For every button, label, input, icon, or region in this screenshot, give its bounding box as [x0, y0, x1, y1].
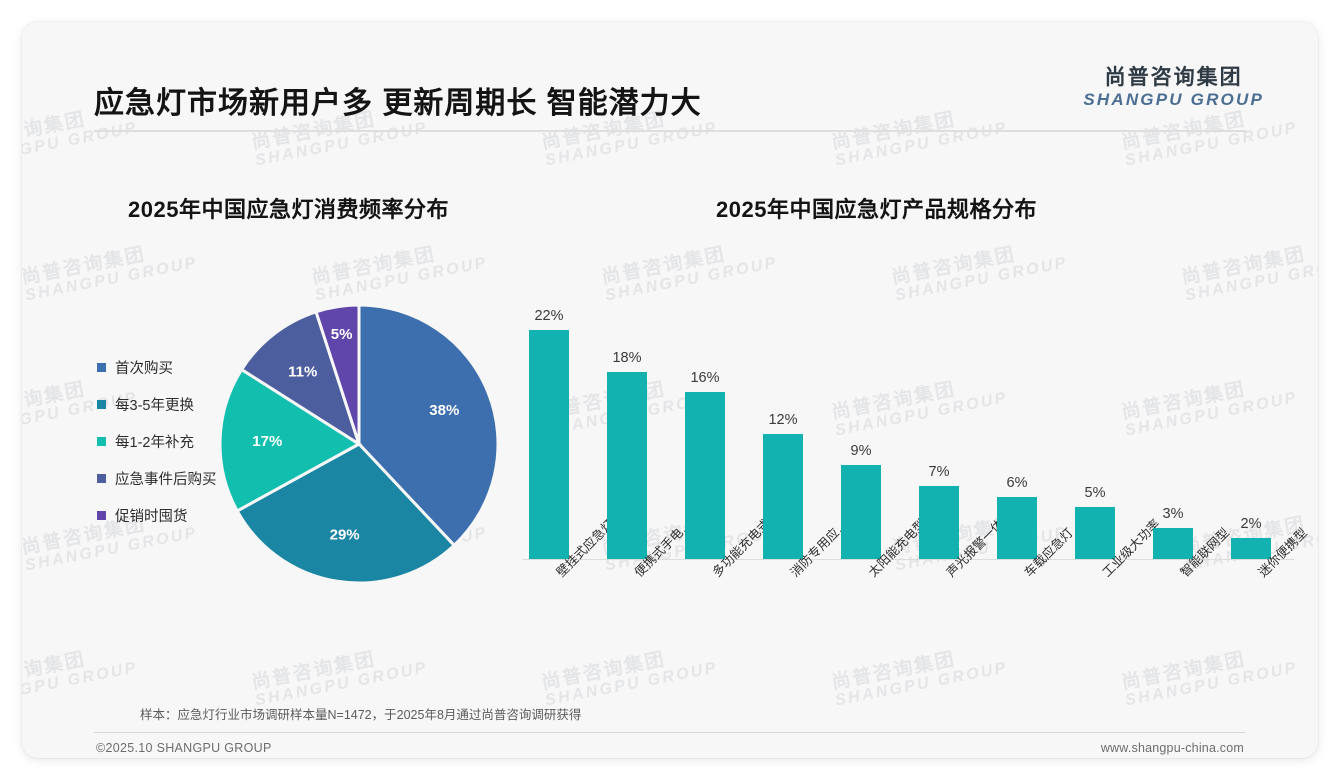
legend-color-swatch-icon: [97, 474, 106, 483]
page-title: 应急灯市场新用户多 更新周期长 智能潜力大: [94, 87, 702, 120]
brand-logo: 尚普咨询集团 SHANGPU GROUP: [1083, 66, 1264, 111]
pie-legend-item[interactable]: 首次购买: [97, 349, 272, 386]
legend-color-swatch-icon: [97, 400, 106, 409]
pie-slice[interactable]: [218, 367, 362, 514]
bar-value-label: 9%: [850, 443, 872, 460]
bar-rect[interactable]: [1231, 538, 1271, 559]
pie-legend-label: 每1-2年补充: [115, 435, 194, 451]
bar-column[interactable]: 22%: [529, 308, 569, 559]
pie-slice-value-label: 11%: [288, 364, 317, 381]
bar-value-label: 22%: [534, 307, 564, 324]
bar-rect[interactable]: [919, 486, 959, 559]
bar-value-label: 7%: [928, 464, 950, 481]
footer-copyright: ©2025.10 SHANGPU GROUP: [96, 741, 272, 755]
pie-legend: 首次购买每3-5年更换 每1-2年补充应急事件后购买 促销时囤货: [97, 349, 272, 534]
pie-legend-item[interactable]: 每1-2年补充: [97, 423, 272, 460]
footer-website: www.shangpu-china.com: [1100, 741, 1244, 755]
pie-chart-svg: 38% 29% 17% 11% 5%: [218, 303, 500, 585]
bar-column[interactable]: 16%: [685, 370, 725, 559]
bar-chart-title: 2025年中国应急灯产品规格分布: [716, 197, 1037, 222]
legend-color-swatch-icon: [97, 437, 106, 446]
pie-slice[interactable]: [235, 442, 457, 585]
bar-column[interactable]: 3%: [1153, 506, 1193, 559]
bar-value-label: 5%: [1084, 484, 1106, 501]
slide-header: 应急灯市场新用户多 更新周期长 智能潜力大 尚普咨询集团 SHANGPU GRO…: [22, 22, 1318, 134]
bar-chart: 22% 壁挂式应急灯 18% 便携式手电… 16% 多功能充电式 12% 消防专用应… 9% 太阳…: [502, 272, 1310, 672]
pie-slice[interactable]: [357, 303, 500, 548]
bar-column[interactable]: 12%: [763, 412, 803, 559]
bar-rect[interactable]: [607, 371, 647, 559]
pie-legend-item[interactable]: 促销时囤货: [97, 497, 272, 534]
bar-rect[interactable]: [841, 465, 881, 559]
pie-slice-value-label: 17%: [252, 433, 282, 450]
sample-note: 样本：应急灯行业市场调研样本量N=1472，于2025年8月通过尚普咨询调研获得: [140, 708, 582, 722]
logo-english-text: SHANGPU GROUP: [1083, 90, 1264, 110]
bar-column[interactable]: 7%: [919, 464, 959, 559]
pie-slice-value-label: 29%: [330, 527, 360, 544]
logo-chinese-text: 尚普咨询集团: [1104, 66, 1243, 89]
bar-column[interactable]: 18%: [607, 350, 647, 559]
bar-column[interactable]: 2%: [1231, 516, 1271, 559]
pie-chart: 首次购买每3-5年更换 每1-2年补充应急事件后购买 促销时囤货 38% 29% 17%…: [62, 287, 522, 617]
bar-rect[interactable]: [529, 329, 569, 559]
bar-value-label: 3%: [1162, 505, 1184, 522]
pie-slice-value-label: 5%: [331, 326, 353, 343]
bar-rect[interactable]: [685, 392, 725, 559]
pie-legend-label: 每3-5年更换: [115, 398, 194, 414]
bar-chart-axis-line: [522, 559, 1294, 560]
legend-color-swatch-icon: [97, 511, 106, 520]
pie-chart-title: 2025年中国应急灯消费频率分布: [128, 197, 449, 222]
pie-slice[interactable]: [314, 303, 361, 445]
footer-divider: [94, 732, 1246, 733]
bar-rect[interactable]: [1153, 527, 1193, 559]
pie-legend-label: 促销时囤货: [115, 509, 188, 525]
bar-value-label: 18%: [612, 349, 642, 366]
bar-column[interactable]: 6%: [997, 475, 1037, 559]
bar-rect[interactable]: [1075, 506, 1115, 559]
bar-column[interactable]: 5%: [1075, 485, 1115, 559]
pie-slice[interactable]: [239, 309, 362, 448]
pie-legend-label: 首次购买: [115, 361, 173, 377]
bar-value-label: 2%: [1240, 516, 1262, 533]
header-divider: [94, 130, 1246, 132]
bar-value-label: 12%: [768, 412, 798, 428]
bar-rect[interactable]: [763, 434, 803, 559]
bar-rect[interactable]: [997, 496, 1037, 559]
pie-legend-item[interactable]: 每3-5年更换: [97, 386, 272, 423]
bar-value-label: 16%: [690, 370, 720, 387]
bar-value-label: 6%: [1006, 474, 1028, 491]
bar-column[interactable]: 9%: [841, 443, 881, 559]
slide-card: 尚普咨询集团 SHANGPU GROUP 尚普咨询集团 SHANGPU GROUP 尚普…: [22, 22, 1318, 758]
legend-color-swatch-icon: [97, 363, 106, 372]
pie-slice-value-label: 38%: [429, 402, 459, 419]
pie-legend-item[interactable]: 应急事件后购买: [97, 460, 272, 497]
pie-legend-label: 应急事件后购买: [115, 472, 217, 488]
